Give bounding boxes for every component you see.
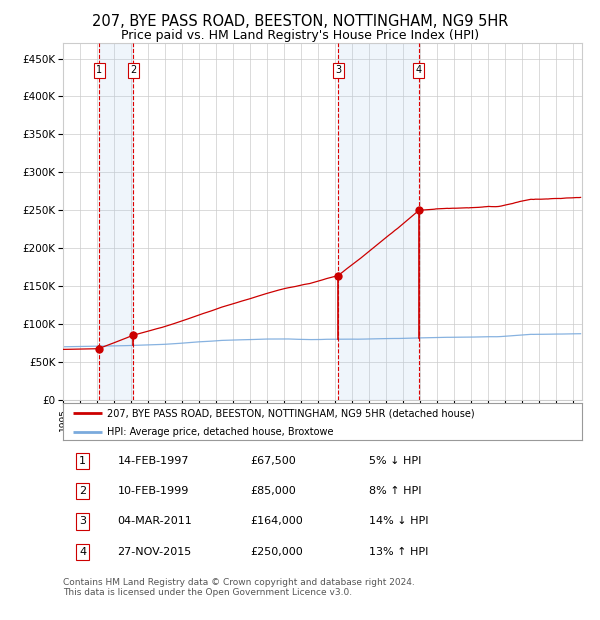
Text: 2: 2 (79, 486, 86, 496)
Text: 207, BYE PASS ROAD, BEESTON, NOTTINGHAM, NG9 5HR: 207, BYE PASS ROAD, BEESTON, NOTTINGHAM,… (92, 14, 508, 29)
Text: 3: 3 (79, 516, 86, 526)
Text: 13% ↑ HPI: 13% ↑ HPI (369, 547, 428, 557)
Text: 10-FEB-1999: 10-FEB-1999 (118, 486, 189, 496)
Text: 1: 1 (96, 65, 102, 75)
Text: Price paid vs. HM Land Registry's House Price Index (HPI): Price paid vs. HM Land Registry's House … (121, 30, 479, 42)
Text: 14% ↓ HPI: 14% ↓ HPI (369, 516, 429, 526)
Text: 27-NOV-2015: 27-NOV-2015 (118, 547, 192, 557)
Text: 14-FEB-1997: 14-FEB-1997 (118, 456, 189, 466)
Text: 4: 4 (416, 65, 422, 75)
Text: £85,000: £85,000 (250, 486, 296, 496)
Text: 1: 1 (79, 456, 86, 466)
Text: HPI: Average price, detached house, Broxtowe: HPI: Average price, detached house, Brox… (107, 427, 334, 437)
Bar (338, 43, 419, 400)
Text: £164,000: £164,000 (250, 516, 302, 526)
Text: Contains HM Land Registry data © Crown copyright and database right 2024.
This d: Contains HM Land Registry data © Crown c… (63, 578, 415, 597)
Text: £250,000: £250,000 (250, 547, 302, 557)
Text: 04-MAR-2011: 04-MAR-2011 (118, 516, 192, 526)
Text: 5% ↓ HPI: 5% ↓ HPI (369, 456, 422, 466)
Text: 207, BYE PASS ROAD, BEESTON, NOTTINGHAM, NG9 5HR (detached house): 207, BYE PASS ROAD, BEESTON, NOTTINGHAM,… (107, 409, 475, 419)
Text: 3: 3 (335, 65, 341, 75)
Text: £67,500: £67,500 (250, 456, 296, 466)
Text: 2: 2 (130, 65, 136, 75)
Text: 4: 4 (79, 547, 86, 557)
Bar (99, 43, 133, 400)
Text: 8% ↑ HPI: 8% ↑ HPI (369, 486, 422, 496)
